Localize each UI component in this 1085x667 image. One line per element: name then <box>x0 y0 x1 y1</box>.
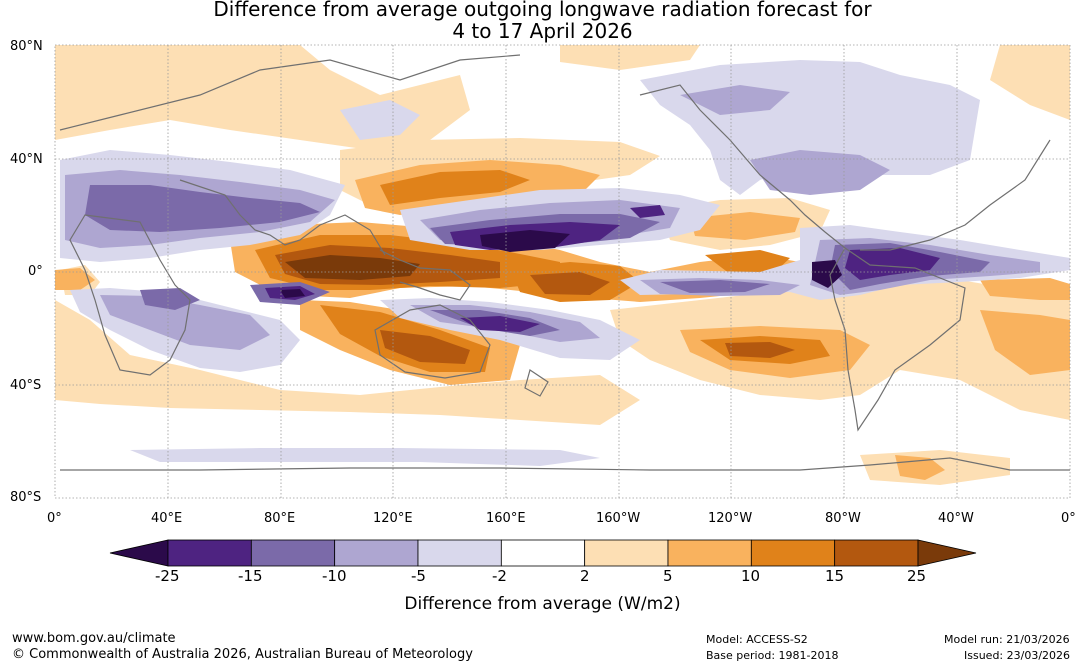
colorbar <box>109 539 977 567</box>
lon-label-120e: 120°E <box>373 511 413 526</box>
lon-label-80e: 80°E <box>264 511 296 526</box>
footer-url: www.bom.gov.au/climate <box>12 631 176 646</box>
south-america-coastline <box>829 247 966 432</box>
lon-label-160e: 160°E <box>486 511 526 526</box>
maritime-continent-coastline <box>379 249 471 301</box>
lat-label-40s: 40°S <box>10 378 42 393</box>
lon-label-80w: 80°W <box>825 511 861 526</box>
anomaly-below-minus25-regions <box>280 230 842 298</box>
colorbar-tick-label: -2 <box>492 567 507 585</box>
lon-label-40w: 40°W <box>938 511 974 526</box>
colorbar-arrow-high <box>917 539 977 567</box>
lat-label-80s: 80°S <box>10 490 42 505</box>
coastlines <box>59 54 1070 471</box>
lon-label-0-left: 0° <box>47 511 62 526</box>
antarctica-coastline <box>60 457 1070 471</box>
lon-label-0-right: 0° <box>1061 511 1076 526</box>
footer-model: Model: ACCESS-S2 <box>706 633 808 646</box>
footer-base-period: Base period: 1981-2018 <box>706 649 839 662</box>
new-zealand-coastline <box>524 369 549 397</box>
colorbar-tick-label: 2 <box>580 567 590 585</box>
footer-copyright: © Commonwealth of Australia 2026, Austra… <box>12 647 473 662</box>
map-frame <box>54 44 1071 499</box>
footer-issued: Issued: 23/03/2026 <box>964 649 1071 662</box>
lat-label-80n: 80°N <box>10 39 43 54</box>
map-title-line-1: Difference from average outgoing longwav… <box>213 0 872 21</box>
colorbar-swatch <box>500 539 586 567</box>
colorbar-swatch <box>667 539 752 567</box>
colorbar-arrow-low <box>109 539 169 567</box>
colorbar-tick-label: -25 <box>155 567 180 585</box>
lon-label-40e: 40°E <box>151 511 183 526</box>
north-america-east-coastline <box>860 139 1051 251</box>
colorbar-swatch <box>750 539 836 567</box>
africa-coastline <box>69 214 191 376</box>
colorbar-tick-label: 5 <box>663 567 673 585</box>
colorbar-tick-label: 15 <box>825 567 845 585</box>
colorbar-tick-label: 25 <box>907 567 927 585</box>
footer-model-run: Model run: 21/03/2026 <box>944 633 1070 646</box>
australia-coastline <box>374 304 491 379</box>
map-title-line-2: 4 to 17 April 2026 <box>452 19 633 43</box>
colorbar-swatch <box>167 539 252 567</box>
lat-label-equator: 0° <box>28 264 43 279</box>
lon-label-120w: 120°W <box>708 511 753 526</box>
colorbar-tick-label: -5 <box>411 567 426 585</box>
anomaly-above-25-regions <box>285 255 420 280</box>
eurasia-north-coastline <box>59 54 521 131</box>
south-asia-coastline <box>179 179 386 256</box>
colorbar-swatch <box>250 539 336 567</box>
lat-label-40n: 40°N <box>10 152 43 167</box>
colorbar-label: Difference from average (W/m2) <box>404 594 681 614</box>
colorbar-swatch <box>334 539 419 567</box>
colorbar-tick-label: 10 <box>741 567 761 585</box>
map-field <box>55 45 1070 498</box>
colorbar-swatch <box>417 539 502 567</box>
lon-label-160w: 160°W <box>596 511 641 526</box>
graticule <box>55 45 1070 498</box>
colorbar-tick-label: -10 <box>322 567 347 585</box>
north-america-west-coastline <box>639 84 846 249</box>
colorbar-swatch <box>584 539 669 567</box>
colorbar-swatch <box>834 539 919 567</box>
colorbar-tick-label: -15 <box>238 567 263 585</box>
